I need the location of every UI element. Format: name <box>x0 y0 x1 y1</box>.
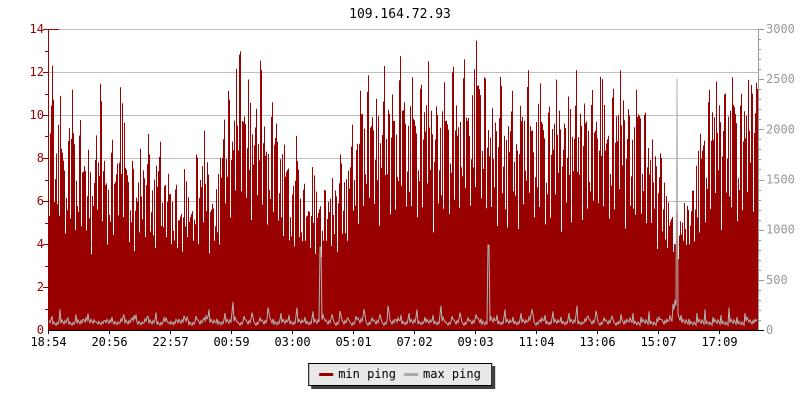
svg-text:1000: 1000 <box>766 223 795 237</box>
legend: min ping max ping <box>308 363 492 386</box>
svg-text:13:06: 13:06 <box>579 335 615 349</box>
svg-text:3000: 3000 <box>766 22 795 36</box>
svg-text:2: 2 <box>37 280 44 294</box>
legend-label-max-ping: max ping <box>423 367 481 381</box>
min-ping-swatch-icon <box>319 372 334 376</box>
svg-text:6: 6 <box>37 194 44 208</box>
svg-text:17:09: 17:09 <box>701 335 737 349</box>
svg-text:05:01: 05:01 <box>335 335 371 349</box>
legend-label-min-ping: min ping <box>338 367 396 381</box>
chart-title: 109.164.72.93 <box>349 7 451 22</box>
svg-text:2500: 2500 <box>766 72 795 86</box>
legend-item-max-ping: max ping <box>404 367 481 381</box>
svg-text:12: 12 <box>30 65 44 79</box>
svg-text:1500: 1500 <box>766 173 795 187</box>
svg-text:8: 8 <box>37 151 44 165</box>
svg-text:2000: 2000 <box>766 122 795 136</box>
svg-text:15:07: 15:07 <box>640 335 676 349</box>
svg-text:09:03: 09:03 <box>457 335 493 349</box>
svg-text:11:04: 11:04 <box>518 335 554 349</box>
svg-text:4: 4 <box>37 237 44 251</box>
svg-text:22:57: 22:57 <box>152 335 188 349</box>
legend-item-min-ping: min ping <box>319 367 396 381</box>
svg-text:18:54: 18:54 <box>30 335 66 349</box>
svg-text:00:59: 00:59 <box>213 335 249 349</box>
svg-text:14: 14 <box>30 22 44 36</box>
svg-text:0: 0 <box>37 323 44 337</box>
svg-text:10: 10 <box>30 108 44 122</box>
svg-text:0: 0 <box>766 323 773 337</box>
svg-text:500: 500 <box>766 273 788 287</box>
svg-text:03:00: 03:00 <box>274 335 310 349</box>
svg-text:20:56: 20:56 <box>91 335 127 349</box>
max-ping-swatch-icon <box>404 372 418 376</box>
svg-text:07:02: 07:02 <box>396 335 432 349</box>
